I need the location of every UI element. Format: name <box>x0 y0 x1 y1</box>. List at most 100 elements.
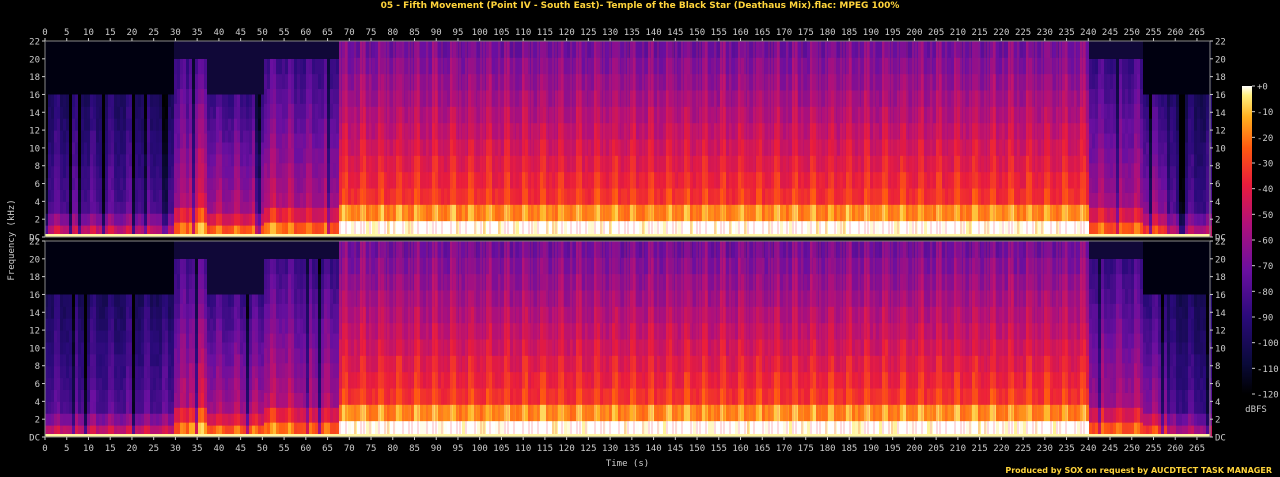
spectral-band <box>141 225 144 238</box>
spectral-band <box>423 122 426 140</box>
spectral-band <box>81 118 84 131</box>
spectral-band <box>612 139 615 156</box>
spectral-band <box>351 73 354 91</box>
spectral-band <box>1128 162 1131 179</box>
spectral-band <box>255 213 258 226</box>
spectral-band <box>528 122 531 140</box>
spectral-band <box>576 188 579 205</box>
spectral-band <box>57 341 60 355</box>
spectral-band <box>411 155 414 173</box>
spectral-band <box>570 204 573 222</box>
spectral-band <box>1197 213 1200 226</box>
spectral-band <box>180 177 183 193</box>
spectral-band <box>318 58 321 75</box>
spectral-band <box>798 171 801 189</box>
spectral-band <box>492 220 495 238</box>
spectral-band <box>831 41 834 58</box>
spectral-band <box>624 139 627 156</box>
spectral-band <box>174 88 177 104</box>
spectral-band <box>1113 118 1116 134</box>
spectral-band <box>603 220 606 238</box>
spectral-band <box>462 106 465 124</box>
spectral-band <box>702 57 705 75</box>
spectral-band <box>1071 188 1074 205</box>
spectral-band <box>375 73 378 91</box>
spectral-band <box>651 220 654 238</box>
spectral-band <box>633 90 636 107</box>
spectral-band <box>321 58 324 75</box>
spectral-band <box>690 90 693 107</box>
spectral-band <box>117 153 120 167</box>
spectral-band <box>192 133 195 149</box>
spectral-band <box>552 188 555 205</box>
spectral-band <box>150 153 153 167</box>
spectral-band <box>492 139 495 156</box>
spectral-band <box>966 73 969 91</box>
spectral-band <box>558 57 561 75</box>
spectral-band <box>225 189 228 202</box>
spectral-band <box>846 73 849 91</box>
spectral-band <box>63 153 66 167</box>
spectral-band <box>453 220 456 238</box>
spectral-band <box>885 139 888 156</box>
spectral-band <box>48 365 51 379</box>
spectral-band <box>813 188 816 205</box>
spectral-band <box>363 139 366 156</box>
spectral-band <box>594 220 597 238</box>
spectral-band <box>606 106 609 124</box>
spectral-band <box>597 57 600 75</box>
spectral-band <box>852 41 855 58</box>
spectral-band <box>336 118 339 134</box>
spectral-band <box>549 106 552 124</box>
spectral-band <box>453 139 456 156</box>
spectral-band <box>204 118 207 134</box>
spectral-band <box>390 41 393 58</box>
spectral-band <box>294 177 297 193</box>
spectral-band <box>1137 58 1140 75</box>
spectral-band <box>540 57 543 75</box>
spectral-band <box>348 106 351 124</box>
spectral-band <box>360 90 363 107</box>
spectral-band <box>171 177 174 190</box>
spectral-band <box>885 41 888 58</box>
spectral-band <box>876 171 879 189</box>
spectral-band <box>924 90 927 107</box>
spectral-band <box>369 106 372 124</box>
spectral-band <box>918 139 921 156</box>
spectral-band <box>1116 207 1119 223</box>
spectral-band <box>1173 189 1176 202</box>
spectral-band <box>162 165 165 179</box>
spectral-band <box>96 165 99 179</box>
spectral-band <box>432 41 435 58</box>
spectral-band <box>99 94 102 107</box>
spectral-band <box>420 220 423 238</box>
spectral-band <box>366 204 369 222</box>
spectral-band <box>66 118 69 131</box>
spectral-band <box>450 122 453 140</box>
spectral-band <box>1020 122 1023 140</box>
spectral-band <box>666 204 669 222</box>
spectral-band <box>1104 73 1107 90</box>
spectral-band <box>579 155 582 173</box>
spectral-band <box>990 122 993 140</box>
spectral-band <box>93 118 96 131</box>
spectral-band <box>348 57 351 75</box>
spectral-band <box>561 188 564 205</box>
spectral-band <box>249 177 252 190</box>
above-cutoff-band <box>105 41 108 95</box>
spectral-band <box>1113 103 1116 119</box>
spectral-band <box>69 201 72 214</box>
spectral-band <box>276 88 279 104</box>
spectral-band <box>879 122 882 140</box>
spectral-band <box>735 73 738 91</box>
spectral-band <box>591 171 594 189</box>
spectral-band <box>417 73 420 91</box>
spectral-band <box>207 106 210 119</box>
spectral-band <box>177 58 180 75</box>
spectral-band <box>630 41 633 58</box>
spectral-band <box>624 57 627 75</box>
spectral-band <box>618 122 621 140</box>
spectral-band <box>627 122 630 140</box>
spectral-band <box>996 188 999 205</box>
spectral-band <box>417 57 420 75</box>
